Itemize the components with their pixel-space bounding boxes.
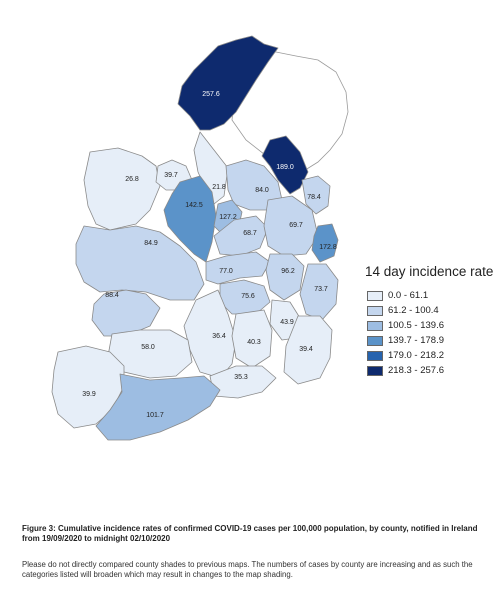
- county-area-roscommon: [163, 175, 217, 263]
- county-area-louth: [301, 175, 331, 215]
- county-area-donegal: [177, 35, 279, 131]
- county-label-donegal: 257.6: [202, 91, 220, 98]
- county-area-meath: [263, 195, 319, 257]
- legend-item-label: 100.5 - 139.6: [388, 320, 444, 331]
- legend-swatch: [367, 305, 383, 316]
- county-label-cork: 101.7: [146, 412, 164, 419]
- county-label-westmeath: 68.7: [243, 230, 257, 237]
- legend-bins: 0.0 - 61.1 61.2 - 100.4 100.5 - 139.6 13…: [353, 288, 493, 378]
- county-label-laois: 75.6: [241, 293, 255, 300]
- legend-item-label: 0.0 - 61.1: [388, 290, 429, 301]
- legend-item-label: 61.2 - 100.4: [388, 305, 439, 316]
- county-label-kilkenny: 40.3: [247, 339, 261, 346]
- county-label-galway: 84.9: [144, 240, 158, 247]
- county-label-wexford: 39.4: [299, 346, 313, 353]
- county-area-galway: [75, 225, 205, 301]
- legend-item: 100.5 - 139.6: [367, 318, 493, 333]
- county-label-monaghan: 189.0: [276, 164, 294, 171]
- county-area-kilkenny: [231, 309, 273, 369]
- county-area-kildare: [265, 253, 305, 301]
- county-label-carlow: 43.9: [280, 319, 294, 326]
- legend-swatch: [367, 290, 383, 301]
- figure-caption: Figure 3: Cumulative incidence rates of …: [22, 524, 478, 543]
- county-area-cork: [95, 373, 221, 441]
- county-label-cavan: 84.0: [255, 187, 269, 194]
- legend-item: 179.0 - 218.2: [367, 348, 493, 363]
- county-area-monaghan: [261, 135, 309, 195]
- county-label-mayo: 26.8: [125, 176, 139, 183]
- legend-item: 139.7 - 178.9: [367, 333, 493, 348]
- county-label-louth: 78.4: [307, 194, 321, 201]
- county-area-wicklow: [299, 263, 339, 321]
- county-area-dublin: [311, 223, 339, 263]
- county-label-leitrim: 21.8: [212, 184, 226, 191]
- legend-item: 0.0 - 61.1: [367, 288, 493, 303]
- county-label-sligo: 39.7: [164, 172, 178, 179]
- county-label-kerry: 39.9: [82, 391, 96, 398]
- county-label-longford: 127.2: [219, 214, 237, 221]
- county-area-clare: [91, 289, 161, 337]
- legend-swatch: [367, 350, 383, 361]
- map-legend: 14 day incidence rate 0.0 - 61.1 61.2 - …: [353, 264, 493, 378]
- county-label-offaly: 77.0: [219, 268, 233, 275]
- county-label-dublin: 172.8: [319, 244, 337, 251]
- county-label-limerick: 58.0: [141, 344, 155, 351]
- legend-swatch: [367, 320, 383, 331]
- county-label-meath: 69.7: [289, 222, 303, 229]
- legend-swatch: [367, 335, 383, 346]
- county-area-wexford: [283, 315, 333, 385]
- county-label-tipperary: 36.4: [212, 333, 226, 340]
- legend-item-label: 218.3 - 257.6: [388, 365, 444, 376]
- county-area-westmeath: [213, 215, 269, 257]
- legend-item-label: 179.0 - 218.2: [388, 350, 444, 361]
- county-area-waterford: [209, 365, 277, 399]
- county-label-wicklow: 73.7: [314, 286, 328, 293]
- legend-item: 218.3 - 257.6: [367, 363, 493, 378]
- county-label-roscommon: 142.5: [185, 202, 203, 209]
- county-label-waterford: 35.3: [234, 374, 248, 381]
- county-area-offaly: [205, 251, 271, 285]
- county-label-kildare: 96.2: [281, 268, 295, 275]
- legend-item-label: 139.7 - 178.9: [388, 335, 444, 346]
- ireland-county-map: 257.6 189.0 26.8 39.7 21.8 84.0 78.4 142…: [51, 35, 349, 441]
- legend-swatch: [367, 365, 383, 376]
- map-note: Please do not directly compared county s…: [22, 560, 473, 579]
- legend-item: 61.2 - 100.4: [367, 303, 493, 318]
- legend-title: 14 day incidence rate: [365, 264, 494, 279]
- county-label-clare: 88.4: [105, 292, 119, 299]
- county-area-mayo: [83, 147, 161, 231]
